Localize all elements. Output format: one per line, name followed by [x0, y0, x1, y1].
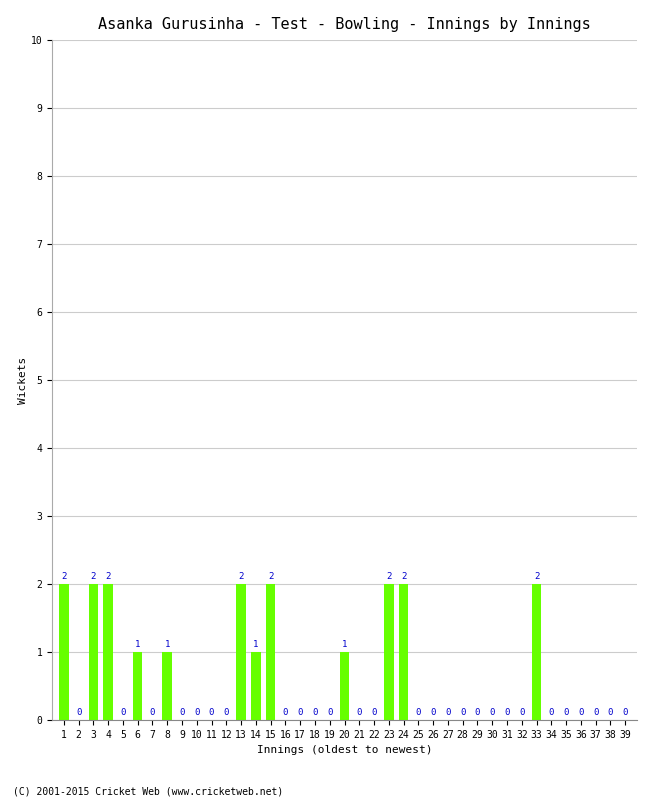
X-axis label: Innings (oldest to newest): Innings (oldest to newest) [257, 746, 432, 755]
Text: 0: 0 [578, 708, 584, 718]
Y-axis label: Wickets: Wickets [18, 356, 28, 404]
Text: 0: 0 [474, 708, 480, 718]
Text: 2: 2 [534, 572, 540, 582]
Text: 0: 0 [460, 708, 465, 718]
Text: 2: 2 [386, 572, 391, 582]
Bar [340, 652, 349, 720]
Bar [103, 584, 113, 720]
Bar [59, 584, 69, 720]
Text: 0: 0 [593, 708, 598, 718]
Text: 0: 0 [357, 708, 362, 718]
Text: 0: 0 [120, 708, 125, 718]
Text: 1: 1 [164, 640, 170, 650]
Text: 0: 0 [416, 708, 421, 718]
Bar [88, 584, 98, 720]
Bar [251, 652, 261, 720]
Text: 0: 0 [623, 708, 628, 718]
Text: 0: 0 [504, 708, 510, 718]
Text: 1: 1 [135, 640, 140, 650]
Text: 2: 2 [91, 572, 96, 582]
Bar [266, 584, 276, 720]
Bar [384, 584, 394, 720]
Text: 0: 0 [76, 708, 81, 718]
Text: 0: 0 [371, 708, 377, 718]
Text: 2: 2 [61, 572, 66, 582]
Text: 0: 0 [179, 708, 185, 718]
Bar [237, 584, 246, 720]
Text: 0: 0 [150, 708, 155, 718]
Title: Asanka Gurusinha - Test - Bowling - Innings by Innings: Asanka Gurusinha - Test - Bowling - Inni… [98, 17, 591, 32]
Text: 2: 2 [401, 572, 406, 582]
Text: 0: 0 [209, 708, 214, 718]
Text: 2: 2 [268, 572, 273, 582]
Text: (C) 2001-2015 Cricket Web (www.cricketweb.net): (C) 2001-2015 Cricket Web (www.cricketwe… [13, 786, 283, 796]
Text: 1: 1 [254, 640, 259, 650]
Text: 0: 0 [283, 708, 288, 718]
Text: 0: 0 [224, 708, 229, 718]
Text: 0: 0 [298, 708, 303, 718]
Text: 1: 1 [342, 640, 347, 650]
Text: 2: 2 [105, 572, 110, 582]
Text: 0: 0 [430, 708, 436, 718]
Text: 0: 0 [549, 708, 554, 718]
Text: 0: 0 [445, 708, 450, 718]
Text: 0: 0 [564, 708, 569, 718]
Bar [162, 652, 172, 720]
Text: 2: 2 [239, 572, 244, 582]
Text: 0: 0 [327, 708, 332, 718]
Bar [133, 652, 142, 720]
Text: 0: 0 [312, 708, 318, 718]
Bar [532, 584, 541, 720]
Text: 0: 0 [519, 708, 525, 718]
Bar [399, 584, 408, 720]
Text: 0: 0 [194, 708, 200, 718]
Text: 0: 0 [608, 708, 613, 718]
Text: 0: 0 [489, 708, 495, 718]
